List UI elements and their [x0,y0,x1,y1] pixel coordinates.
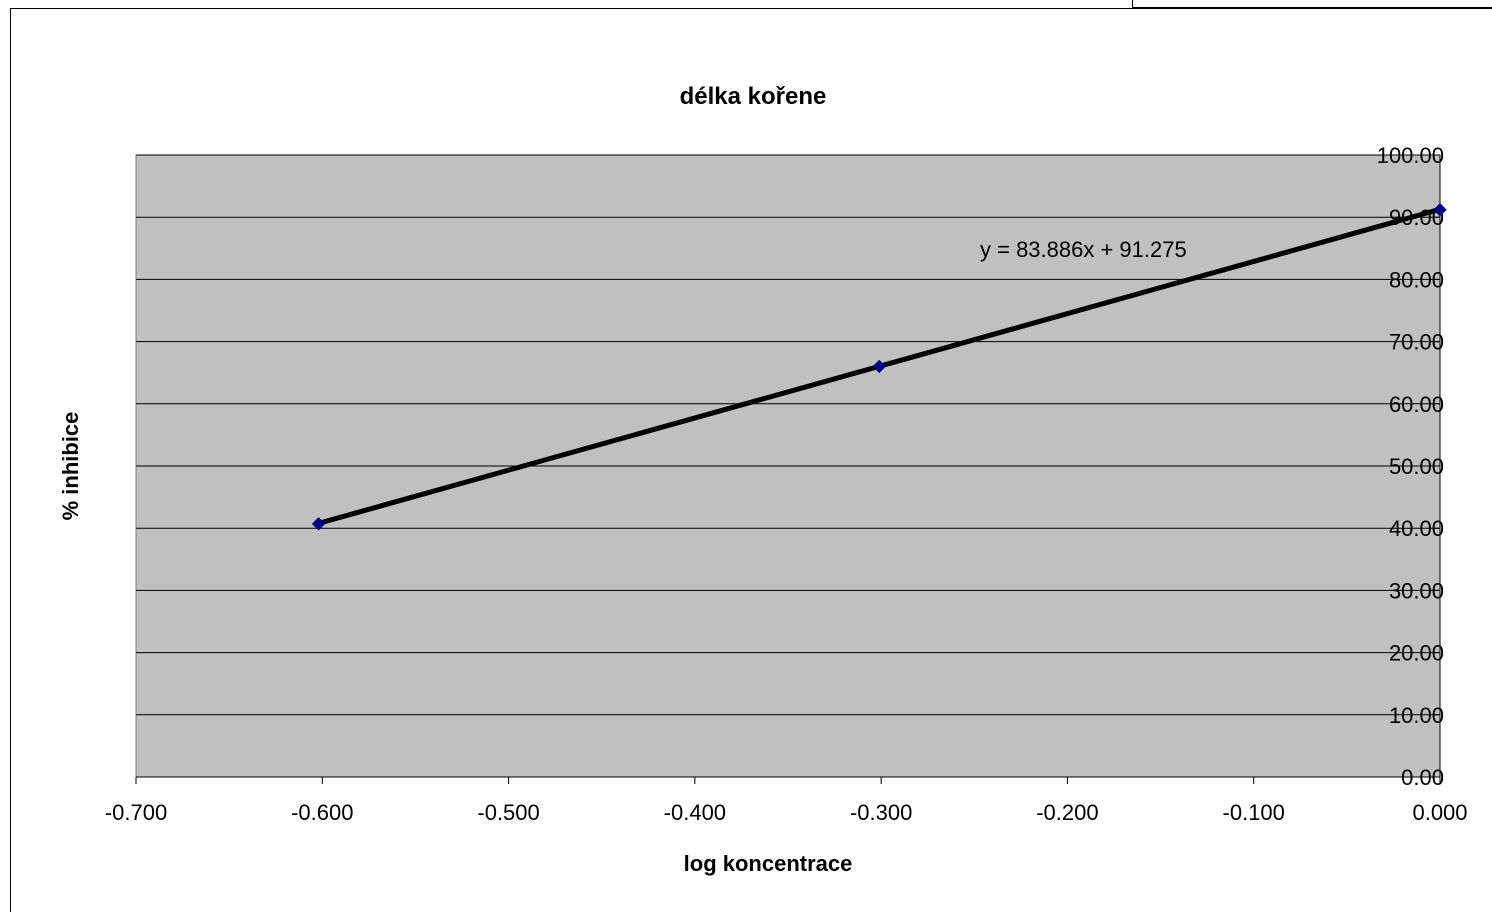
data-point [311,517,326,531]
y-tick-label: 40.00 [1389,516,1444,541]
x-tick-labels: -0.700 -0.600 -0.500 -0.400 -0.300 -0.200 -0.1… [105,800,1468,825]
y-tick-label: 30.00 [1389,578,1444,603]
data-markers [311,203,1447,531]
x-axis [135,776,1441,784]
x-axis-title: log koncentrace [684,851,853,876]
x-tick-label: -0.300 [850,800,912,825]
y-tick-labels: 0.00 10.00 20.00 30.00 40.00 50.00 60.00 70.00 8… [1377,143,1444,790]
y-axis-title: % inhibice [58,412,83,521]
y-tick-label: 0.00 [1401,765,1444,790]
x-tick-label: 0.000 [1412,800,1467,825]
chart-title: délka kořene [680,83,827,110]
y-tick-label: 50.00 [1389,454,1444,479]
gridlines [136,154,1440,716]
y-tick-label: 60.00 [1389,392,1444,417]
y-tick-label: 20.00 [1389,641,1444,666]
y-tick-label: 70.00 [1389,330,1444,355]
x-tick-label: -0.100 [1223,800,1285,825]
y-axis [1434,154,1441,778]
data-point [1433,203,1447,217]
x-tick-label: -0.600 [291,800,353,825]
x-tick-label: -0.400 [664,800,726,825]
y-tick-label: 80.00 [1389,267,1444,292]
x-tick-label: -0.200 [1036,800,1098,825]
corner-mark [1132,0,1492,8]
chart-frame [10,8,1492,912]
data-point [872,359,886,374]
y-tick-label: 10.00 [1389,703,1444,728]
y-tick-label: 100.00 [1377,143,1444,168]
x-tick-label: -0.700 [105,800,167,825]
x-tick-label: -0.500 [477,800,539,825]
trendline-equation: y = 83.886x + 91.275 [980,237,1187,262]
